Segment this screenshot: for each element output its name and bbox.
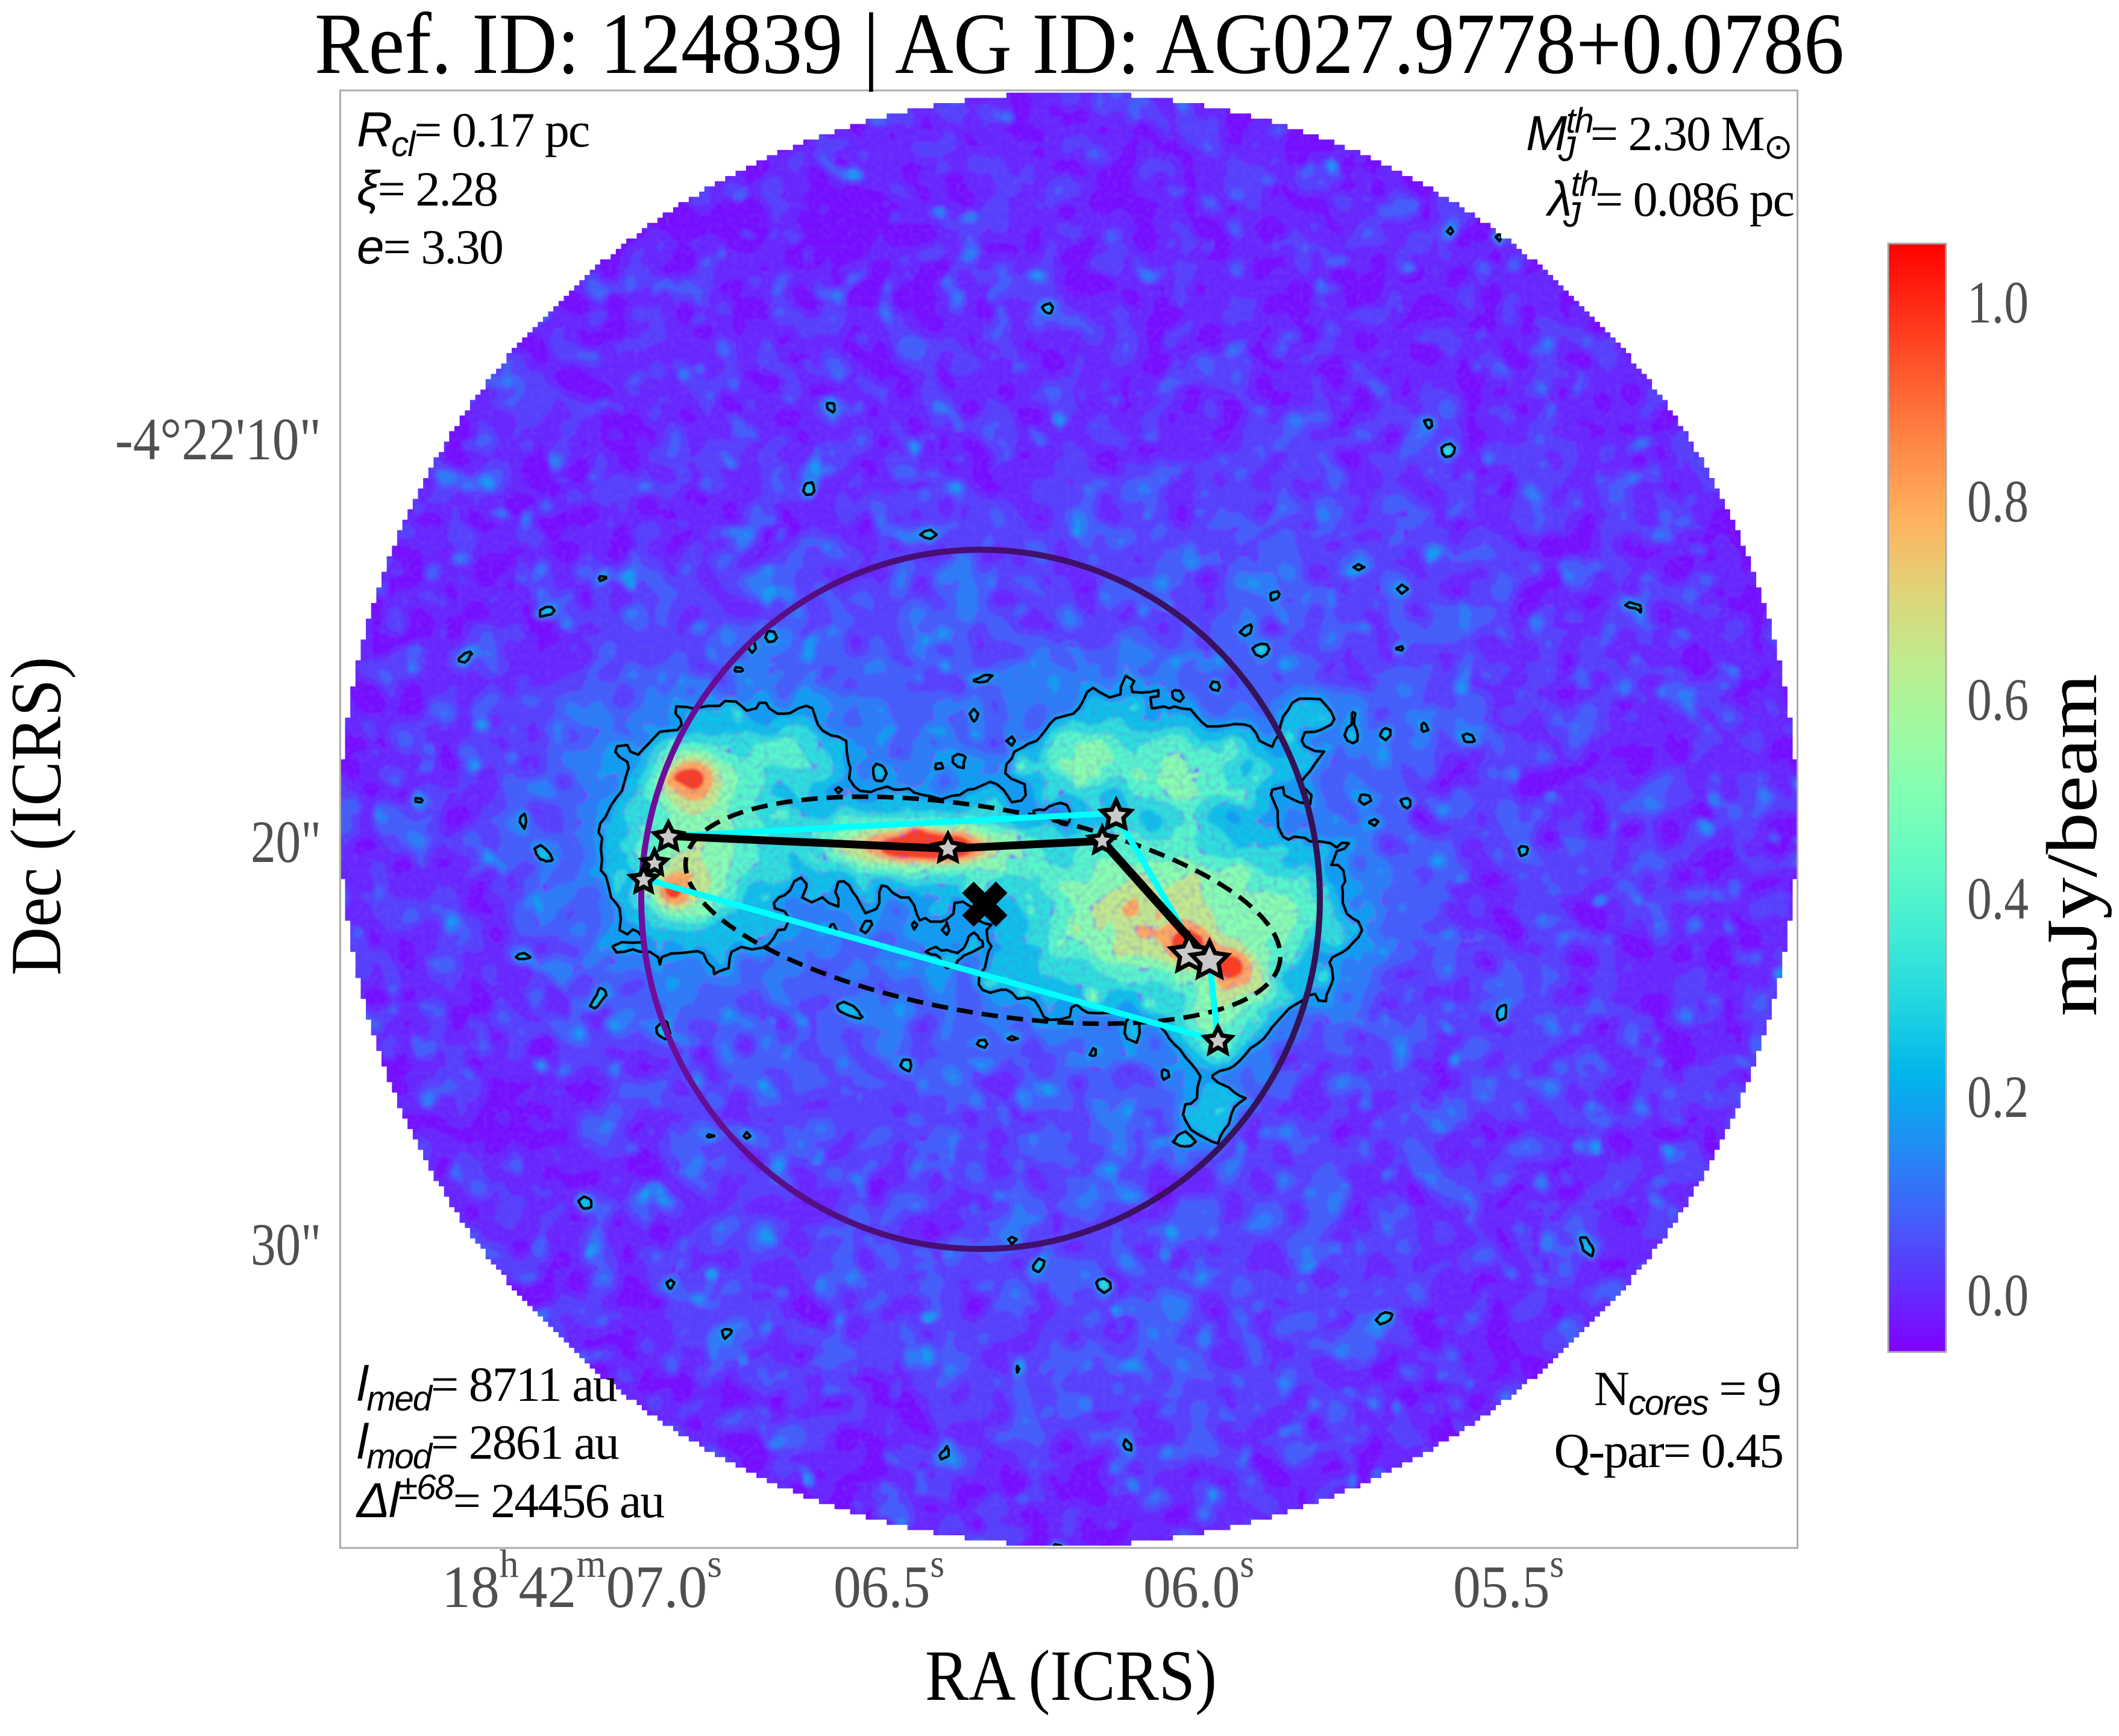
svg-text:Ref. ID: 124839 | AG ID: AG027: Ref. ID: 124839 | AG ID: AG027.9778+0.07… (315, 0, 1844, 92)
svg-text:-4°22'10": -4°22'10" (115, 406, 321, 473)
svg-text:18h42m07.0s: 18h42m07.0s (442, 1542, 722, 1620)
svg-text:0.8: 0.8 (1967, 468, 2029, 535)
svg-text:06.5s: 06.5s (833, 1542, 944, 1620)
svg-text:1.0: 1.0 (1967, 269, 2029, 336)
svg-text:0.2: 0.2 (1967, 1063, 2029, 1130)
svg-text:mJy/beam: mJy/beam (2032, 674, 2112, 1016)
svg-text:Δl±68= 24456 au: Δl±68= 24456 au (356, 1468, 664, 1528)
svg-text:Ncores = 9: Ncores = 9 (1594, 1361, 1780, 1423)
svg-text:lmed= 8711 au: lmed= 8711 au (357, 1357, 617, 1418)
svg-text:ξ= 2.28: ξ= 2.28 (357, 162, 497, 216)
svg-text:05.5s: 05.5s (1453, 1542, 1564, 1620)
svg-text:0.4: 0.4 (1967, 865, 2029, 932)
svg-text:20": 20" (251, 808, 321, 875)
svg-text:0.0: 0.0 (1967, 1262, 2029, 1329)
svg-text:lmod= 2861 au: lmod= 2861 au (357, 1415, 619, 1476)
svg-text:RA (ICRS): RA (ICRS) (925, 1635, 1217, 1716)
svg-text:Dec (ICRS): Dec (ICRS) (0, 657, 76, 976)
svg-text:30": 30" (251, 1211, 321, 1278)
svg-text:Q-par= 0.45: Q-par= 0.45 (1554, 1423, 1783, 1478)
svg-text:e= 3.30: e= 3.30 (357, 219, 503, 274)
svg-text:Rcl= 0.17 pc: Rcl= 0.17 pc (357, 102, 589, 164)
svg-text:0.6: 0.6 (1967, 666, 2029, 733)
svg-text:06.0s: 06.0s (1143, 1542, 1254, 1620)
